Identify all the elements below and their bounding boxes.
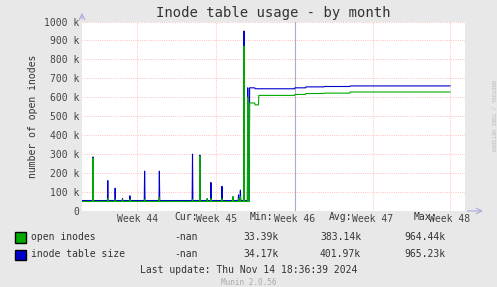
- Title: Inode table usage - by month: Inode table usage - by month: [156, 6, 391, 20]
- Text: open inodes: open inodes: [31, 232, 95, 242]
- Text: Munin 2.0.56: Munin 2.0.56: [221, 278, 276, 287]
- Text: 383.14k: 383.14k: [320, 232, 361, 242]
- Text: 34.17k: 34.17k: [244, 249, 278, 259]
- Text: 964.44k: 964.44k: [405, 232, 445, 242]
- Text: Cur:: Cur:: [174, 212, 198, 222]
- Text: inode table size: inode table size: [31, 249, 125, 259]
- Text: -nan: -nan: [174, 232, 198, 242]
- Text: Min:: Min:: [249, 212, 273, 222]
- Text: Max:: Max:: [413, 212, 437, 222]
- Text: Last update: Thu Nov 14 18:36:39 2024: Last update: Thu Nov 14 18:36:39 2024: [140, 265, 357, 275]
- Text: Avg:: Avg:: [329, 212, 352, 222]
- Y-axis label: number of open inodes: number of open inodes: [28, 55, 38, 178]
- Text: 965.23k: 965.23k: [405, 249, 445, 259]
- Text: 33.39k: 33.39k: [244, 232, 278, 242]
- Text: RRDTOOL / TOBI OETIKER: RRDTOOL / TOBI OETIKER: [491, 80, 496, 152]
- Text: -nan: -nan: [174, 249, 198, 259]
- Text: 401.97k: 401.97k: [320, 249, 361, 259]
